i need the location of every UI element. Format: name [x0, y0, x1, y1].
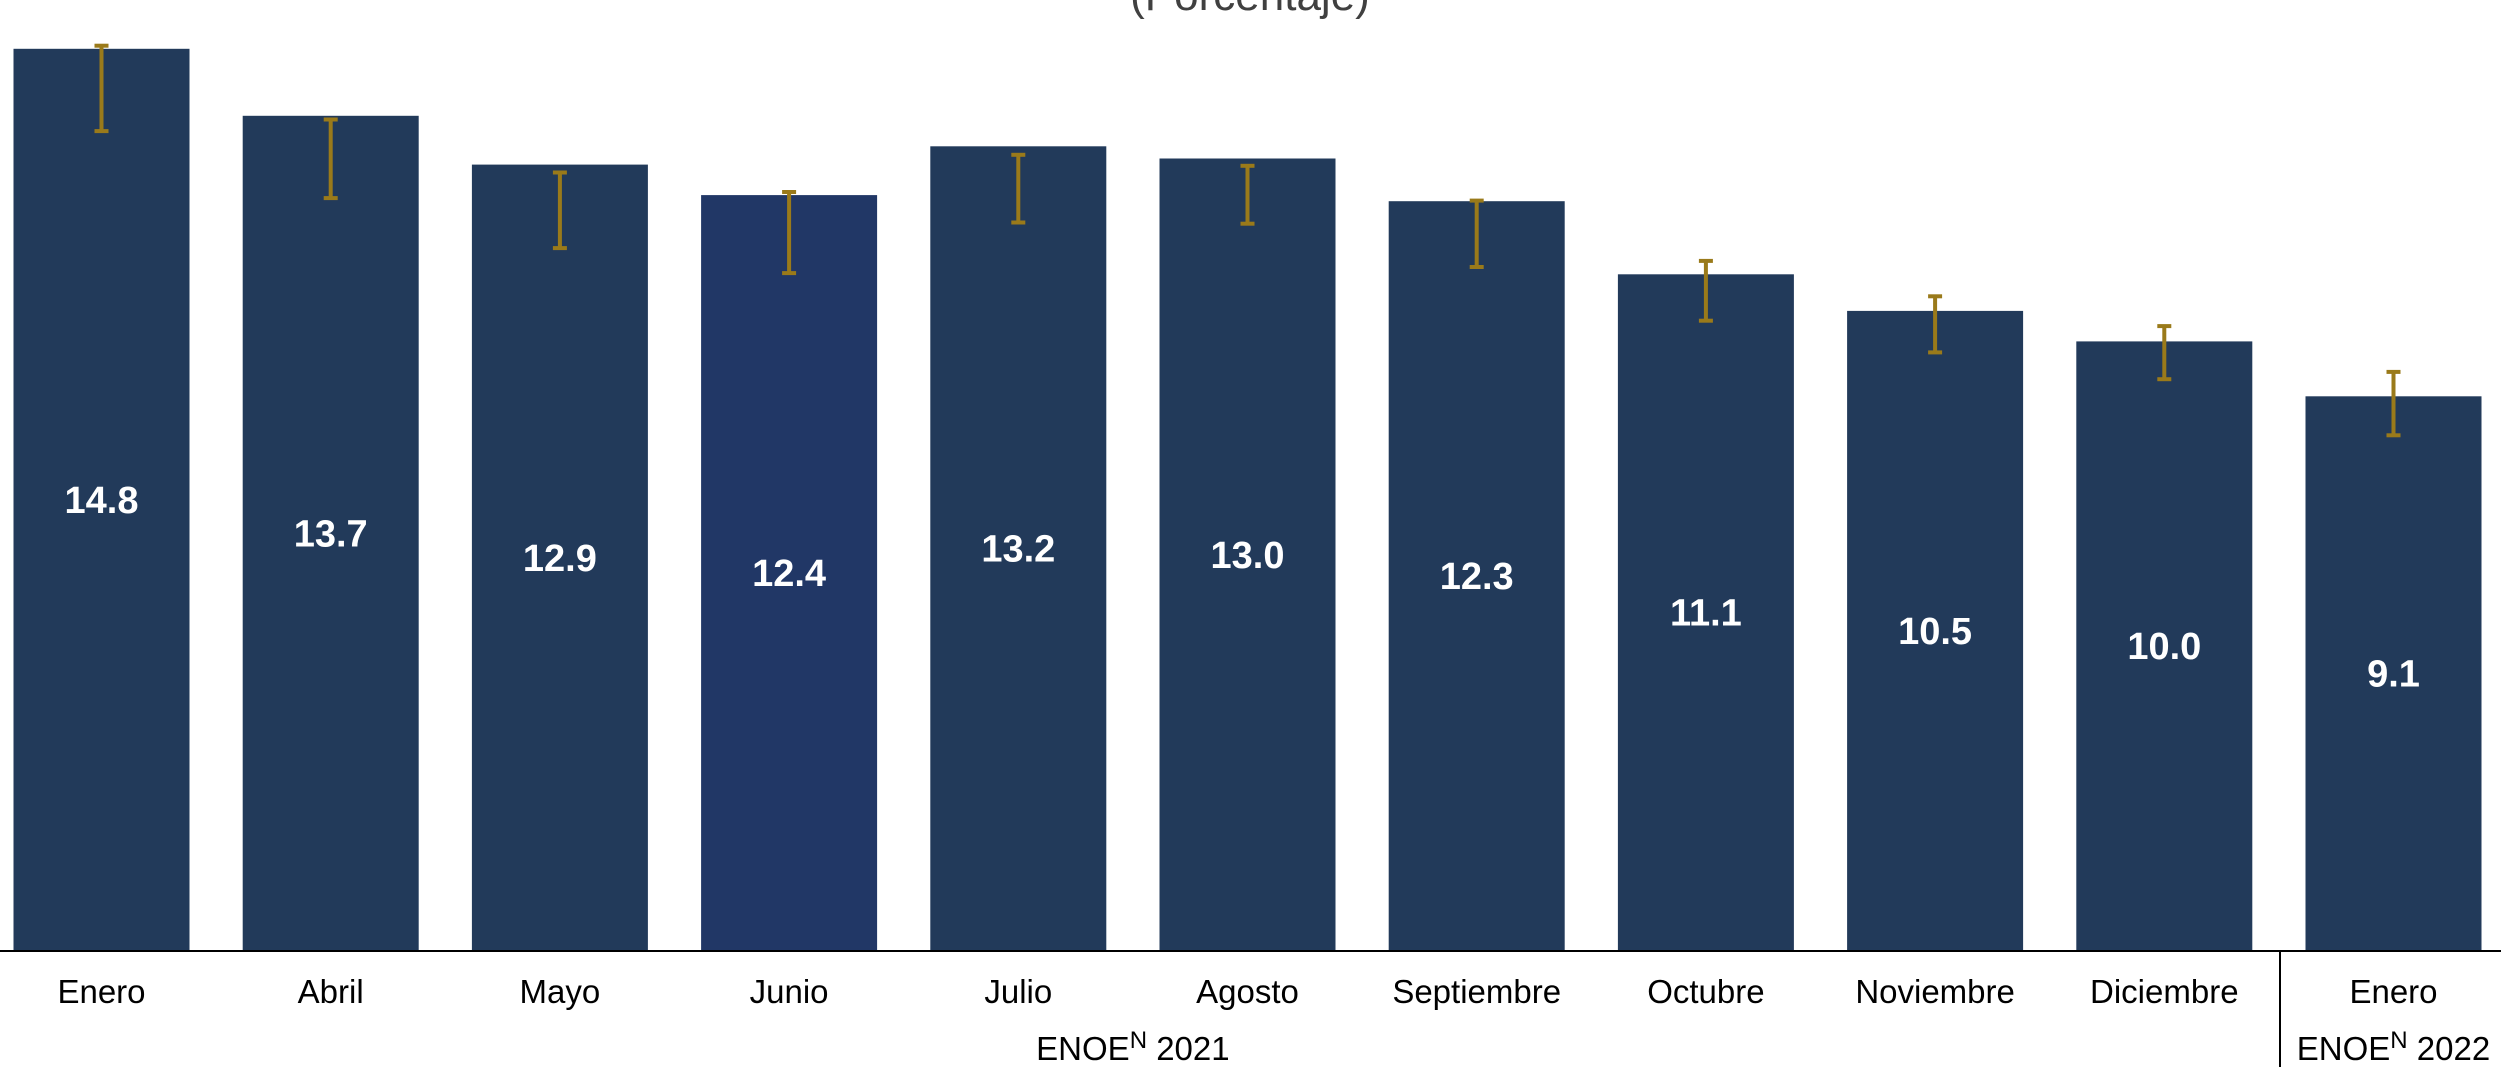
chart-subtitle: (Porcentaje): [1130, 0, 1370, 20]
value-label-1: 13.7: [294, 513, 368, 555]
error-bar-series: [94, 43, 2401, 438]
bar-abril-1: [242, 115, 419, 952]
x-group-label-1: ENOEN 2022: [2297, 1027, 2490, 1067]
bar-julio-4: [930, 146, 1107, 952]
x-tick-label-3: Junio: [750, 973, 829, 1010]
value-label-9: 10.0: [2127, 626, 2201, 668]
error-bar-2: [552, 170, 567, 251]
value-label-3: 12.4: [752, 553, 826, 595]
value-label-series: 14.8 13.7 12.9 12.4 13.2 13.0 12.3 11.1 10.5 10.0…: [65, 480, 2420, 696]
value-label-4: 13.2: [981, 529, 1055, 571]
bar-noviembre-8: [1847, 310, 2024, 951]
error-bar-8: [1928, 294, 1943, 355]
bar-junio-3: [701, 195, 878, 952]
value-label-7: 11.1: [1670, 593, 1742, 635]
x-tick-label-7: Octubre: [1647, 973, 1764, 1010]
x-tick-label-2: Mayo: [520, 973, 601, 1010]
x-tick-label-6: Septiembre: [1392, 973, 1561, 1010]
x-tick-label-4: Julio: [984, 973, 1052, 1010]
error-bar-3: [782, 190, 797, 276]
error-bar-10: [2386, 369, 2401, 438]
x-tick-label-1: Abril: [298, 973, 364, 1010]
error-bar-6: [1469, 198, 1484, 269]
value-label-0: 14.8: [65, 480, 139, 522]
x-group-labels: ENOEN 2021 ENOEN 2022: [1036, 1027, 2490, 1067]
value-label-8: 10.5: [1898, 611, 1972, 653]
x-group-label-0: ENOEN 2021: [1036, 1027, 1229, 1067]
x-tick-label-9: Diciembre: [2090, 973, 2239, 1010]
error-bar-7: [1698, 258, 1713, 323]
error-bar-4: [1011, 152, 1026, 225]
x-tick-labels: Enero Abril Mayo Junio Julio Agosto Septiembre…: [57, 973, 2437, 1010]
error-bar-9: [2157, 324, 2172, 382]
error-bar-5: [1240, 163, 1255, 226]
bar-septiembre-6: [1388, 201, 1565, 951]
value-label-2: 12.9: [523, 538, 597, 580]
bar-octubre-7: [1617, 274, 1794, 951]
x-tick-label-0: Enero: [57, 973, 145, 1010]
bar-diciembre-9: [2076, 341, 2253, 951]
error-bar-0: [94, 43, 109, 134]
value-label-10: 9.1: [2367, 654, 2420, 696]
bar-series: [13, 48, 2482, 952]
x-tick-label-8: Noviembre: [1855, 973, 2015, 1010]
value-label-6: 12.3: [1440, 556, 1514, 598]
bar-agosto-5: [1159, 158, 1336, 951]
value-label-5: 13.0: [1211, 535, 1285, 577]
bar-enero-0: [13, 48, 190, 952]
x-tick-label-5: Agosto: [1196, 973, 1299, 1010]
bar-mayo-2: [471, 164, 648, 952]
x-tick-label-10: Enero: [2349, 973, 2437, 1010]
bar-enero-10: [2305, 396, 2482, 952]
error-bar-1: [323, 117, 338, 201]
